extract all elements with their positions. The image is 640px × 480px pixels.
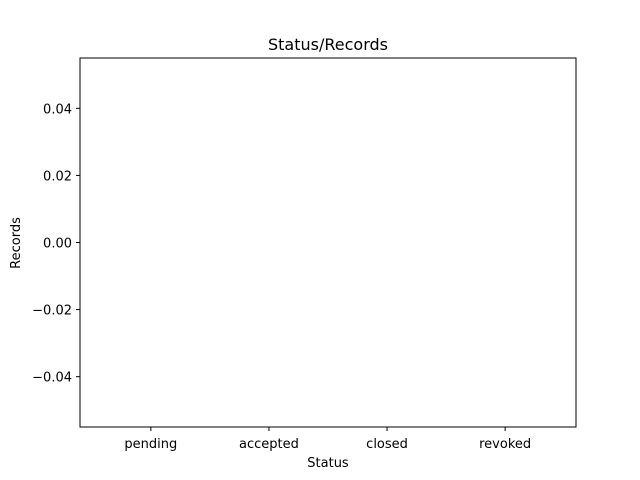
x-axis-label: Status [307, 456, 349, 471]
y-tick-label: −0.02 [32, 304, 72, 319]
x-tick-label: pending [124, 437, 177, 452]
y-tick-label: −0.04 [32, 371, 72, 386]
y-tick-label: 0.02 [43, 169, 72, 184]
x-tick-label: revoked [479, 437, 531, 452]
x-axis: pending accepted closed revoked [124, 427, 531, 452]
y-tick-label: 0.04 [43, 102, 72, 117]
chart-title: Status/Records [268, 35, 388, 54]
y-axis-label: Records [9, 217, 24, 269]
y-axis: 0.04 0.02 0.00 −0.02 −0.04 [32, 102, 80, 386]
y-tick-label: 0.00 [43, 237, 72, 252]
x-tick-label: closed [366, 437, 408, 452]
x-tick-label: accepted [239, 437, 299, 452]
